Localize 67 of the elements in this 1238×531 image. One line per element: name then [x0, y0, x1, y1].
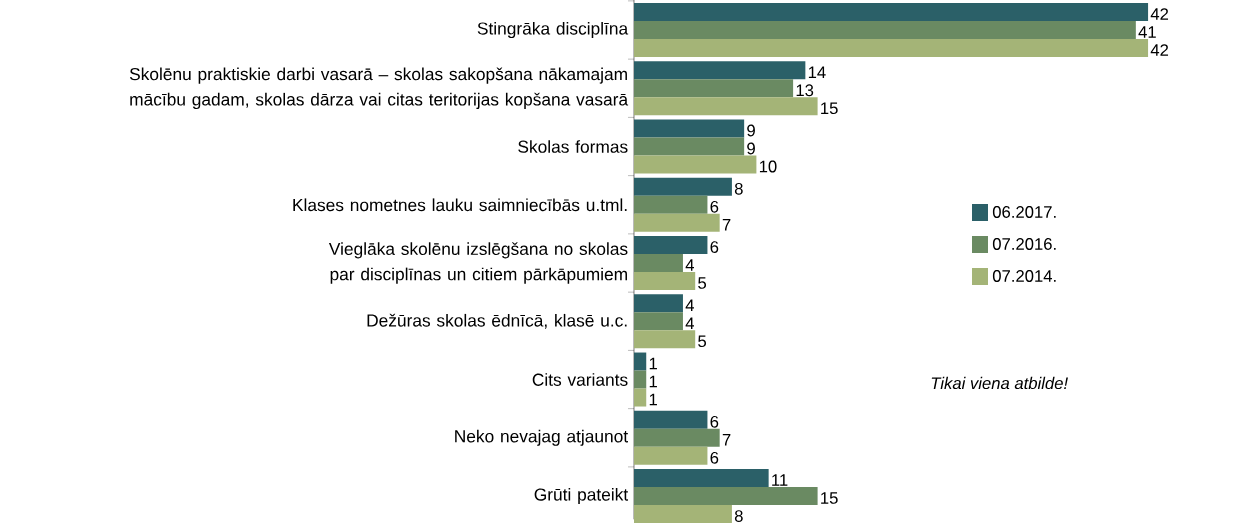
data-label: 6: [710, 241, 719, 253]
data-label: 15: [821, 492, 838, 504]
y-tick-label: Stingrāka disciplīna: [477, 21, 629, 39]
y-tick-label: Klases nometnes lauku saimniecībās u.tml.: [293, 198, 627, 212]
legend-label: 07.2016.: [992, 238, 1056, 250]
bar: [634, 97, 818, 116]
bar: [634, 213, 720, 232]
data-label: 8: [734, 182, 743, 195]
bar: [634, 469, 769, 488]
bar: [634, 428, 720, 447]
data-label: 14: [808, 66, 826, 78]
y-tick-label: Skolas formas: [518, 140, 628, 153]
bar: [634, 137, 745, 156]
bar: [634, 370, 647, 389]
data-label: 15: [821, 102, 838, 115]
bar: [634, 388, 647, 407]
annotation: Tikai viena atbilde!: [931, 376, 1068, 390]
bar: [634, 155, 757, 174]
y-tick-label: Dežūras skolas ēdnīcā, klasē u.c.: [367, 313, 627, 329]
data-label: 4: [685, 299, 695, 312]
bar: [634, 272, 696, 291]
bar: [634, 352, 647, 371]
data-label: 5: [698, 335, 707, 348]
bar: [634, 312, 683, 331]
legend-label: 06.2017.: [992, 206, 1056, 218]
data-label: 6: [710, 200, 719, 213]
y-tick-label: Vieglāka skolēnu izslēgšana no skolas par disciplīnas un citiem pārkāpumiem: [328, 242, 628, 284]
data-label: 5: [698, 277, 707, 289]
data-label: 8: [734, 510, 743, 522]
y-tick-label: Cits variants: [532, 373, 628, 386]
data-label: 1: [649, 393, 657, 406]
data-label: 9: [747, 124, 755, 137]
bar: [634, 505, 732, 524]
legend-label: 07.2014.: [992, 270, 1056, 282]
data-label: 10: [759, 160, 777, 173]
data-label: 7: [722, 219, 731, 231]
bar: [634, 3, 1149, 22]
bar: [634, 195, 708, 214]
data-label: 7: [722, 434, 731, 446]
bar: [634, 39, 1149, 57]
data-label: 6: [710, 451, 719, 464]
data-label: 4: [685, 317, 695, 329]
y-tick-label: Neko nevajag atjaunot: [455, 429, 628, 446]
bar: [634, 294, 683, 313]
bar: [634, 61, 806, 80]
bar: [634, 410, 708, 429]
data-label: 42: [1150, 8, 1169, 20]
data-label: 9: [747, 142, 755, 155]
bar: [634, 79, 794, 98]
data-label: 4: [685, 259, 695, 271]
bar: [634, 487, 818, 506]
data-label: 1: [649, 375, 657, 388]
y-tick-label: Skolēnu praktiskie darbi vasarā – skolas sakopšana nākamajam mācību gadam, skolas dārza vai citas teritorijas kopšana vasarā: [129, 67, 629, 110]
bar: [634, 236, 708, 255]
bar: [634, 119, 745, 138]
y-tick-label: Grūti pateikt: [534, 487, 629, 505]
bar: [634, 21, 1136, 39]
bar: [634, 177, 732, 196]
data-label: 13: [796, 84, 814, 97]
data-label: 11: [772, 474, 788, 486]
bar: [634, 330, 696, 349]
data-label: 42: [1150, 44, 1169, 56]
data-label: 41: [1138, 26, 1156, 38]
data-label: 1: [649, 357, 657, 370]
bar: [634, 254, 683, 273]
data-label: 6: [710, 415, 719, 428]
bar: [634, 446, 708, 465]
